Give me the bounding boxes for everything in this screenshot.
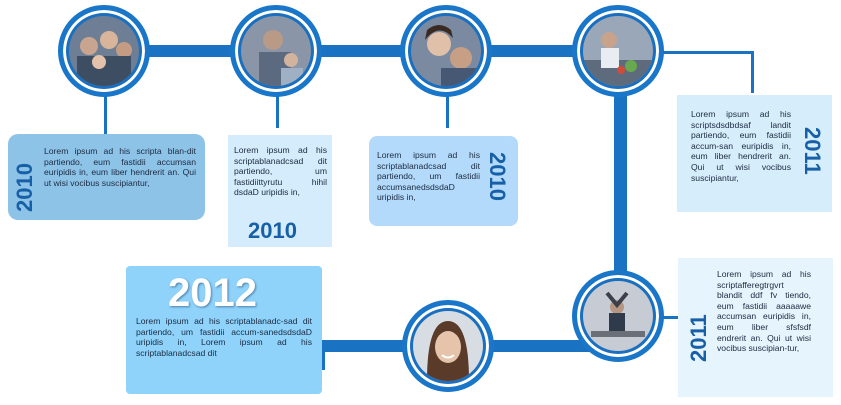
smiling-woman-portrait-photo	[413, 311, 483, 381]
milestone-text: Lorem ipsum ad his scriptablanadcsad dit…	[377, 150, 480, 203]
milestone-text: Lorem ipsum ad his scripta blan-dit part…	[44, 146, 196, 188]
connector-5	[656, 316, 678, 319]
milestone-year: 2010	[485, 152, 510, 201]
milestone-node-6	[402, 300, 494, 392]
milestone-text: Lorem ipsum ad his scriptablanadc-sad di…	[136, 316, 312, 358]
milestone-card-1: 2010 Lorem ipsum ad his scripta blan-dit…	[8, 134, 205, 220]
milestone-year: 2010	[12, 163, 37, 212]
connector-4a	[660, 51, 754, 54]
family-group-photo	[69, 16, 139, 86]
milestone-year: 2012	[168, 271, 257, 315]
milestone-year: 2010	[248, 218, 297, 243]
milestone-node-4	[572, 5, 664, 97]
milestone-card-6: 2012 Lorem ipsum ad his scriptablanadc-s…	[126, 266, 322, 394]
connector-2	[276, 94, 279, 128]
milestone-card-5: 2011 Lorem ipsum ad his scriptafferegtrg…	[678, 258, 833, 397]
milestone-year: 2011	[800, 127, 825, 175]
office-stretch-photo	[583, 281, 653, 351]
milestone-card-2: Lorem ipsum ad his scriptablanadcsad dit…	[228, 135, 332, 247]
smiling-couple-photo	[411, 16, 481, 86]
milestone-text: Lorem ipsum ad his scriptablanadcsad dit…	[234, 145, 327, 198]
milestone-node-2	[230, 5, 322, 97]
connector-4b	[751, 51, 754, 93]
milestone-node-1	[58, 5, 150, 97]
kitchen-cooking-photo	[583, 16, 653, 86]
connector-1	[104, 94, 107, 134]
timeline-track-top	[100, 45, 622, 57]
timeline-track-right	[614, 52, 627, 320]
milestone-card-4: Lorem ipsum ad his scriptsdsdbdsaf landi…	[677, 95, 832, 212]
milestone-node-3	[400, 5, 492, 97]
connector-3	[446, 94, 449, 128]
milestone-card-3: Lorem ipsum ad his scriptablanadcsad dit…	[369, 136, 518, 226]
woman-with-child-photo	[241, 16, 311, 86]
milestone-text: Lorem ipsum ad his scriptafferegtrgvrt b…	[717, 269, 811, 354]
milestone-year: 2011	[686, 314, 711, 362]
milestone-node-5	[572, 270, 664, 362]
milestone-text: Lorem ipsum ad his scriptsdsdbdsaf landi…	[691, 109, 791, 183]
